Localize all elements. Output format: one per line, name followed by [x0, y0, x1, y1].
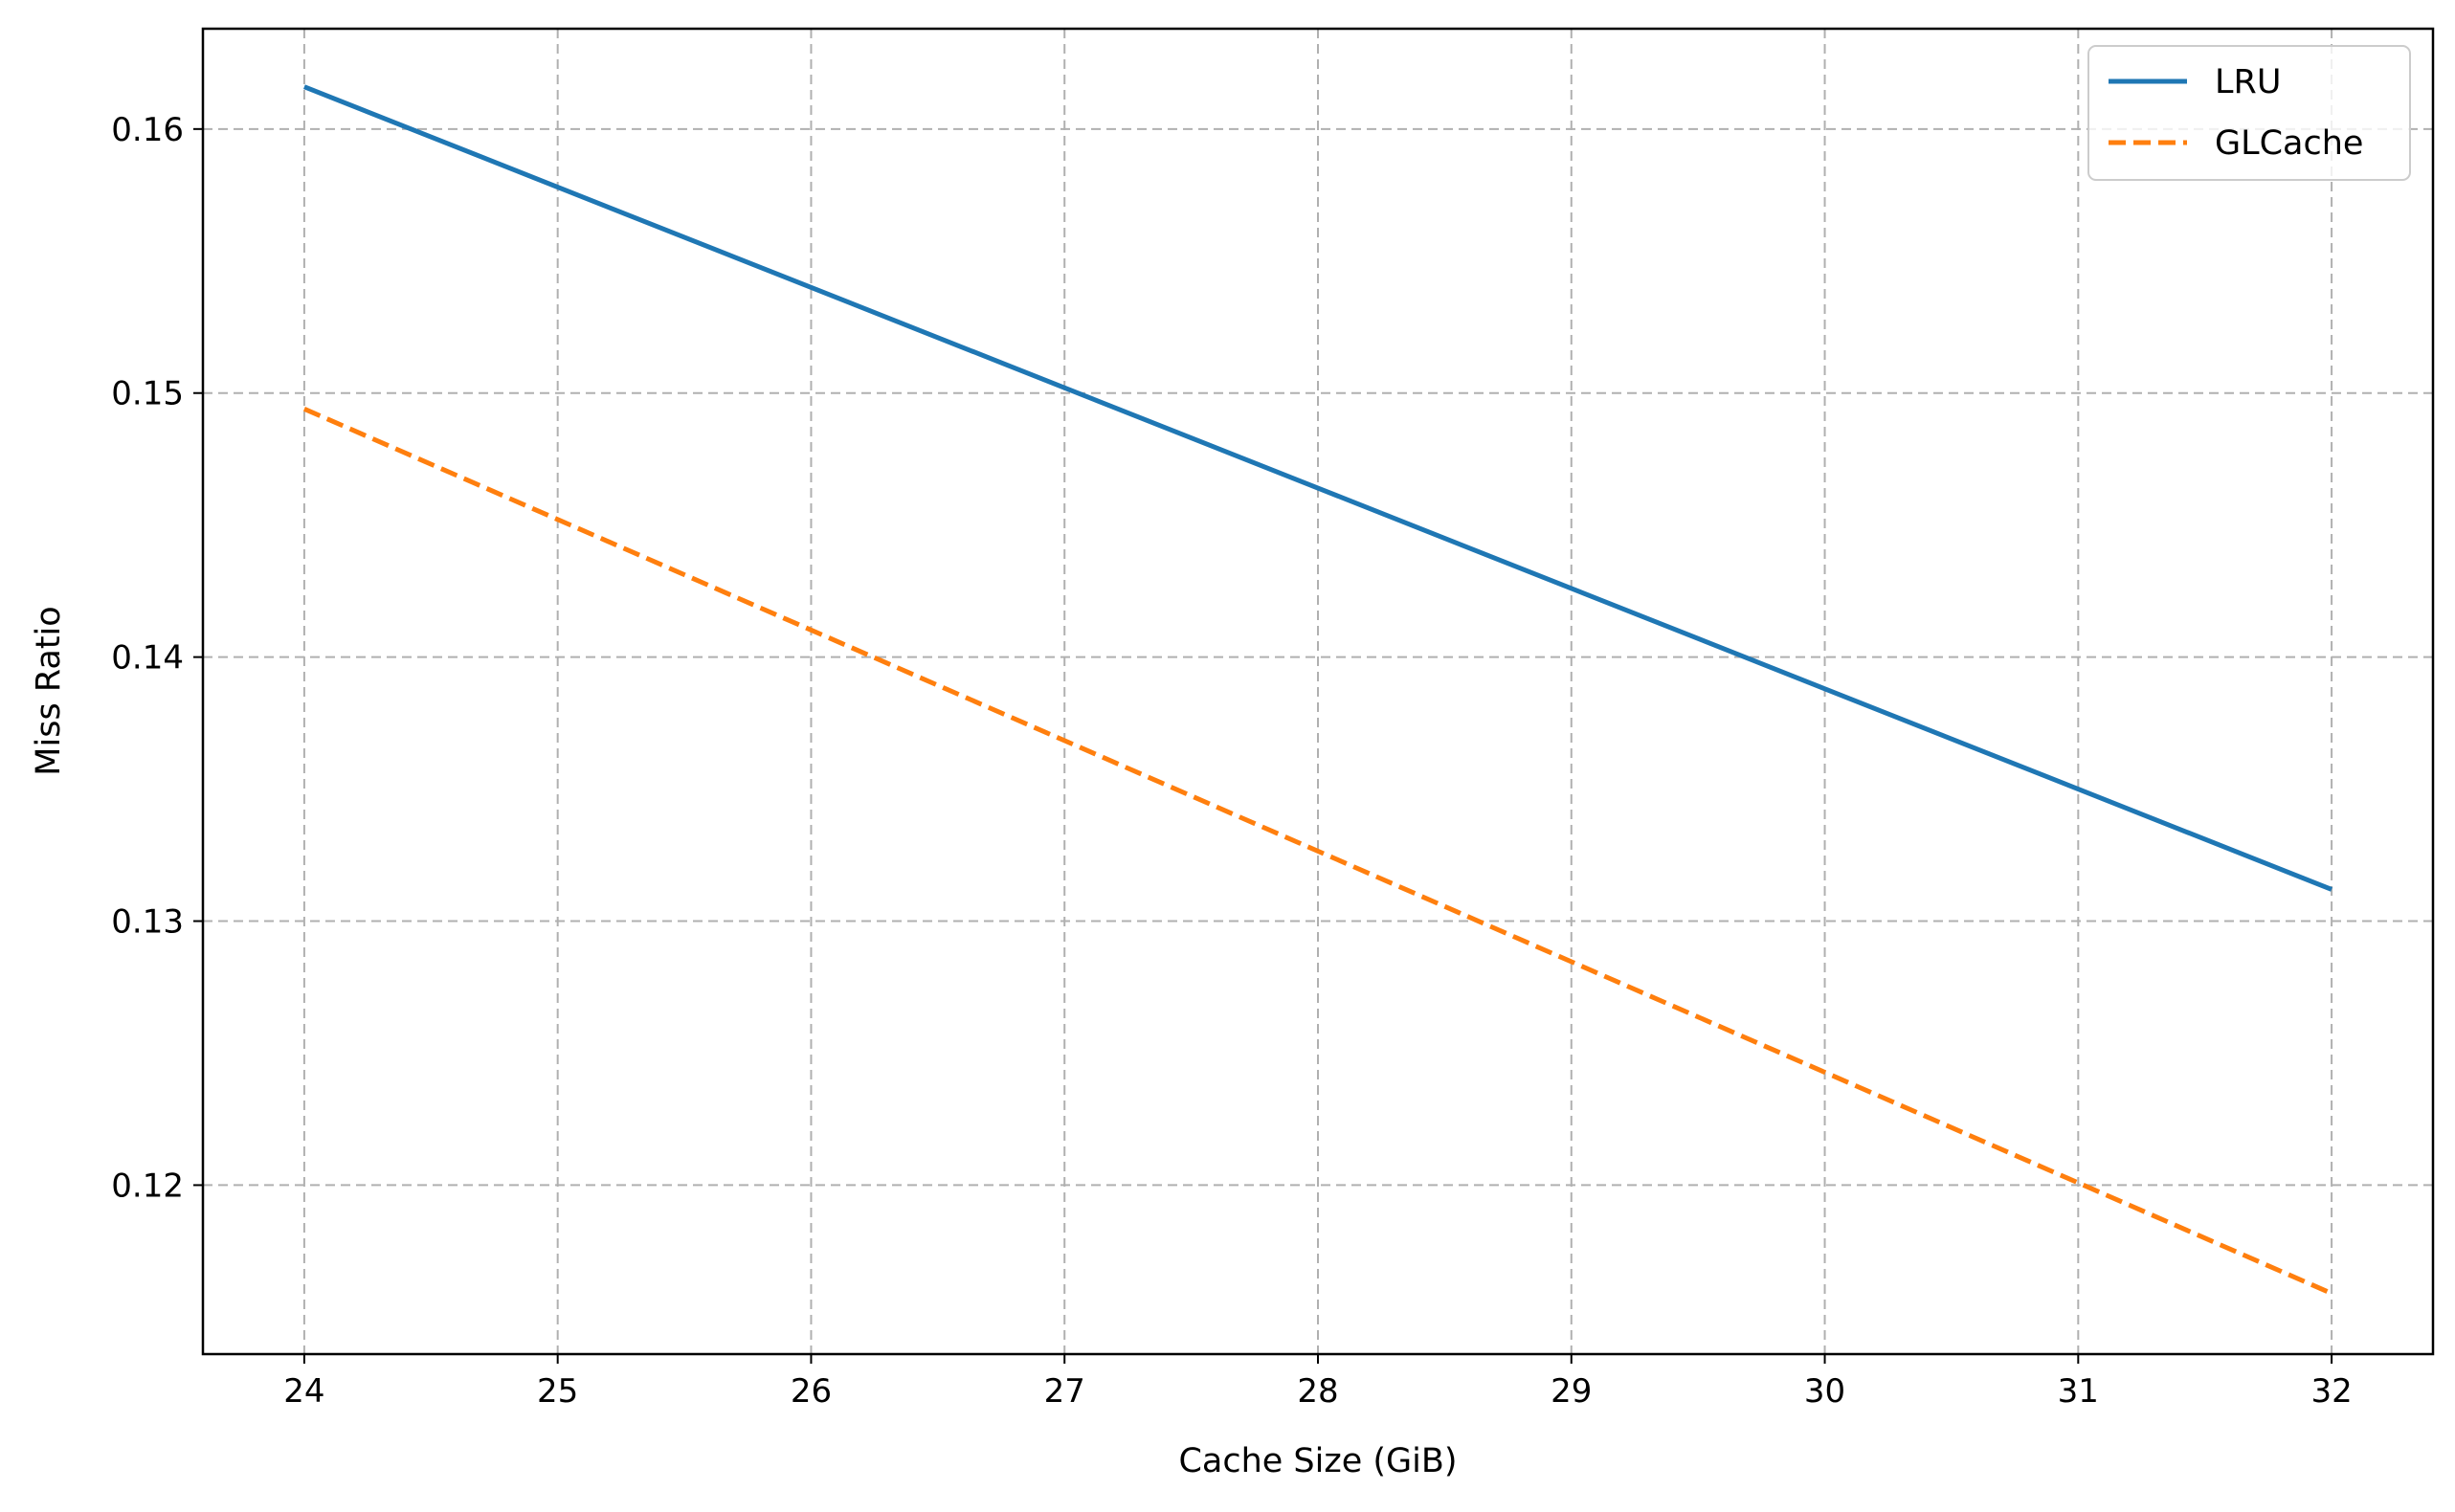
x-tick-label: 25	[537, 1372, 578, 1411]
x-tick-label: 31	[2058, 1372, 2099, 1411]
x-tick-label: 29	[1551, 1372, 1592, 1411]
x-tick-label: 27	[1044, 1372, 1085, 1411]
y-tick-label: 0.12	[111, 1167, 184, 1205]
y-tick-label: 0.15	[111, 375, 184, 413]
series-line-lru	[302, 84, 2333, 892]
x-tick-label: 30	[1804, 1372, 1845, 1411]
x-tick-label: 24	[283, 1372, 324, 1411]
legend: LRU GLCache	[2087, 45, 2411, 181]
x-tick-label: 28	[1297, 1372, 1338, 1411]
y-tick-label: 0.14	[111, 639, 184, 678]
series-line-glcache	[302, 406, 2333, 1296]
x-axis-label: Cache Size (GiB)	[1178, 1442, 1457, 1480]
x-tick-label: 32	[2310, 1372, 2352, 1411]
legend-label-lru: LRU	[2215, 63, 2281, 101]
y-tick-label: 0.13	[111, 903, 184, 942]
legend-label-glcache: GLCache	[2215, 124, 2363, 163]
y-tick-label: 0.16	[111, 111, 184, 149]
y-axis-label: Miss Ratio	[30, 606, 68, 775]
x-tick-label: 26	[791, 1372, 832, 1411]
